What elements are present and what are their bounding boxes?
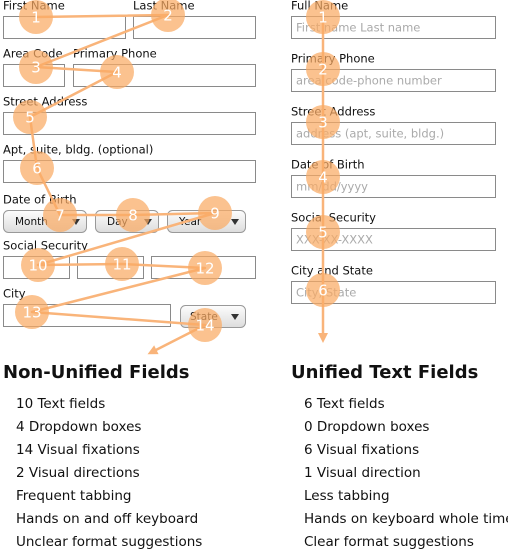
fixation-number: 4 [112, 64, 122, 82]
fixation-number: 3 [31, 59, 41, 77]
fixation [20, 151, 54, 185]
fixation [198, 196, 232, 230]
text-field [291, 69, 496, 92]
summary-title: Unified Text Fields [291, 362, 478, 383]
fixation [306, 160, 340, 194]
summary-item: 14 Visual fixations [16, 442, 140, 458]
fixation [188, 308, 222, 342]
dropdown-label: Month [15, 216, 48, 228]
dropdown-arrow [231, 314, 239, 320]
fixation-number: 1 [318, 9, 328, 27]
fixation [151, 0, 185, 32]
field-label: City and State [291, 264, 373, 278]
fixation [13, 100, 47, 134]
summary-item: 0 Dropdown boxes [304, 419, 429, 435]
fixation-number: 9 [210, 205, 220, 223]
summary-item: 2 Visual directions [16, 465, 140, 481]
summary-item: 4 Dropdown boxes [16, 419, 141, 435]
text-field [3, 112, 256, 135]
field-label: City [3, 287, 26, 301]
fixation-number: 8 [128, 207, 138, 225]
fixation-number: 2 [163, 7, 173, 25]
summary-item: Unclear format suggestions [16, 534, 202, 550]
fixation [116, 198, 150, 232]
field-label: Primary Phone [73, 47, 157, 61]
summary-item: 1 Visual direction [304, 465, 421, 481]
field-label: Street Address [3, 95, 87, 109]
fixation [19, 50, 53, 84]
fixation-number: 6 [318, 282, 328, 300]
text-field [291, 16, 496, 39]
fixation [306, 105, 340, 139]
summary-item: Hands on keyboard whole time [304, 511, 508, 527]
fixation [21, 248, 55, 282]
summary-item: Frequent tabbing [16, 488, 132, 504]
fixation-number: 5 [25, 109, 35, 127]
fixation [306, 273, 340, 307]
fixation-number: 1 [31, 9, 41, 27]
summary-item: Less tabbing [304, 488, 390, 504]
summary-title: Non-Unified Fields [3, 362, 189, 383]
field-label: Apt, suite, bldg. (optional) [3, 143, 153, 157]
fixation [15, 295, 49, 329]
fixation-number: 12 [195, 260, 214, 278]
summary-item: 6 Visual fixations [304, 442, 419, 458]
fixation-number: 14 [195, 317, 214, 335]
summary-item: Clear format suggestions [304, 534, 474, 550]
dropdown-arrow [231, 219, 239, 225]
text-field [291, 122, 496, 145]
fixation-number: 10 [28, 257, 47, 275]
fixation [43, 198, 77, 232]
fixation-number: 11 [112, 256, 131, 274]
fixation-number: 3 [318, 114, 328, 132]
fixation-number: 13 [22, 304, 41, 322]
text-field [3, 160, 256, 183]
summary-item: 10 Text fields [16, 396, 105, 412]
fixation [306, 215, 340, 249]
text-field [291, 175, 496, 198]
fixation [188, 251, 222, 285]
fixation [306, 0, 340, 34]
fixation [306, 52, 340, 86]
summary-item: Hands on and off keyboard [16, 511, 198, 527]
fixation [100, 55, 134, 89]
fixation-number: 4 [318, 169, 328, 187]
fixation [19, 0, 53, 34]
field-label: Social Security [3, 239, 88, 253]
fixation-number: 2 [318, 61, 328, 79]
fixation-number: 5 [318, 224, 328, 242]
text-field [291, 228, 496, 251]
summary-item: 6 Text fields [304, 396, 385, 412]
fixation [105, 247, 139, 281]
fixation-number: 7 [55, 207, 65, 225]
fixation-number: 6 [32, 160, 42, 178]
text-field [291, 281, 496, 304]
